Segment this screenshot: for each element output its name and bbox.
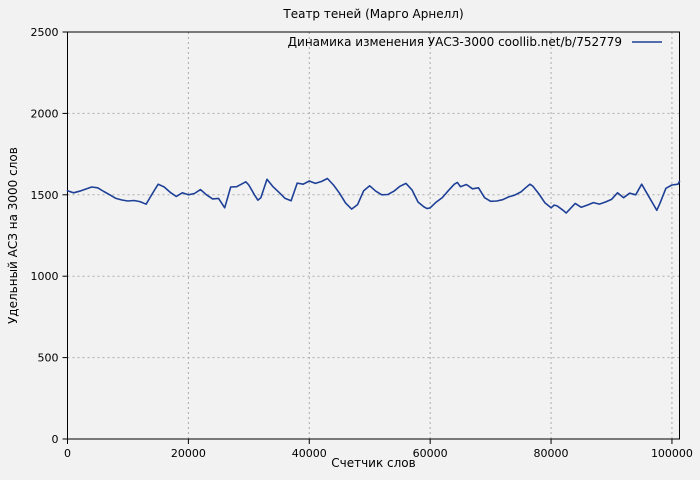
tick-labels: 0 20000 40000 60000 80000 100000 0 500 1000 1500 2… <box>31 26 693 460</box>
legend: Динамика изменения УАСЗ-3000 coollib.net… <box>288 35 663 49</box>
axis-ticks <box>62 31 680 444</box>
svg-text:40000: 40000 <box>292 447 327 460</box>
svg-text:100000: 100000 <box>651 447 693 460</box>
legend-series-label: Динамика изменения УАСЗ-3000 coollib.net… <box>287 35 622 49</box>
svg-text:80000: 80000 <box>534 447 569 460</box>
gridlines <box>67 32 680 439</box>
svg-text:0: 0 <box>64 447 71 460</box>
x-axis-label: Счетчик слов <box>331 456 416 470</box>
svg-text:0: 0 <box>52 433 59 446</box>
svg-text:1000: 1000 <box>31 270 59 283</box>
svg-text:20000: 20000 <box>171 447 206 460</box>
legend-line-sample-icon <box>632 41 662 43</box>
data-series-line <box>66 177 681 214</box>
svg-text:1500: 1500 <box>31 189 59 202</box>
svg-text:60000: 60000 <box>413 447 448 460</box>
chart-title: Театр теней (Марго Арнелл) <box>283 7 464 21</box>
svg-text:500: 500 <box>38 352 59 365</box>
svg-text:2500: 2500 <box>31 26 59 39</box>
svg-text:2000: 2000 <box>31 107 59 120</box>
